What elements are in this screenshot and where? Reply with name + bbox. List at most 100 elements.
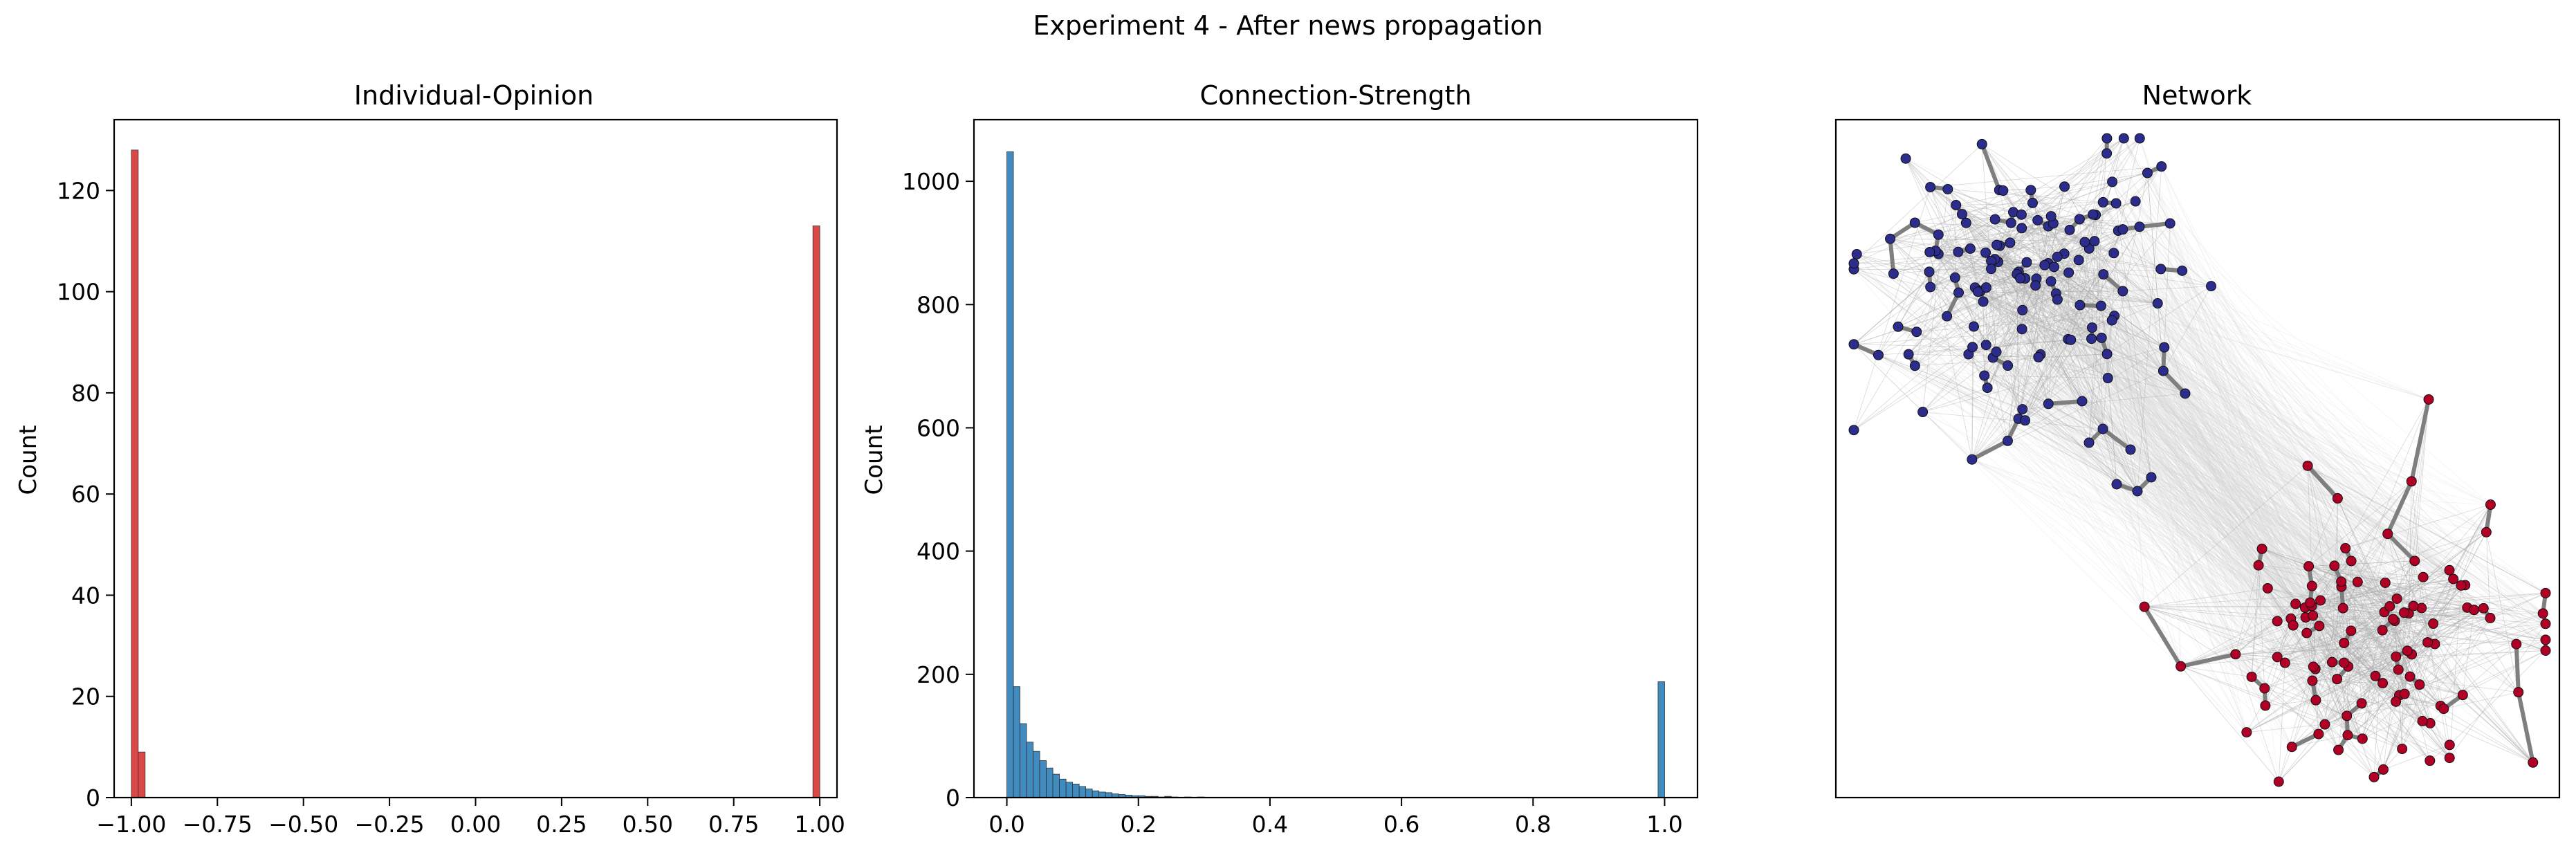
network-thin-edge [1915, 301, 1984, 366]
network-thin-edge [2320, 600, 2385, 613]
network-thin-edge [2383, 684, 2420, 770]
network-thin-edge [2337, 613, 2543, 680]
network-weak-edge [1915, 222, 2491, 618]
network-weak-edge [2078, 259, 2400, 696]
network-thin-edge [2440, 618, 2491, 706]
network-weak-edge [1935, 250, 2395, 621]
network-node-negative [2118, 133, 2129, 144]
network-weak-edge [2182, 270, 2236, 654]
network-node-positive [2356, 698, 2367, 709]
network-thin-edge [2018, 229, 2124, 419]
network-node-positive [2326, 656, 2337, 668]
opinion-xtick-label: −0.25 [355, 811, 425, 838]
network-weak-edge [2124, 138, 2414, 607]
strength-bars [1006, 151, 1665, 798]
network-weak-edge [2122, 229, 2411, 677]
network-weak-edge [1986, 287, 2344, 663]
network-weak-edge [1915, 365, 2408, 652]
network-node-positive [2469, 605, 2480, 616]
network-node-negative [1973, 286, 1984, 297]
network-weak-edge [1992, 357, 2398, 599]
network-thin-edge [2022, 274, 2104, 311]
network-node-positive [2241, 727, 2252, 738]
network-thin-edge [2407, 607, 2468, 652]
network-node-positive [2423, 394, 2434, 405]
network-weak-edge [2095, 214, 2308, 634]
network-weak-edge [2106, 138, 2312, 587]
network-weak-edge [1915, 222, 2462, 586]
network-weak-edge [1971, 459, 2342, 587]
network-weak-edge [2054, 266, 2352, 562]
opinion-xtick-label: −0.50 [268, 811, 338, 838]
network-thin-edge [2306, 617, 2546, 651]
network-node-negative [1924, 246, 1935, 257]
network-thin-edge [2346, 533, 2389, 716]
network-thin-edge [2040, 229, 2124, 355]
opinion-ytick-label: 60 [71, 481, 100, 508]
network-weak-edge [2151, 477, 2292, 619]
network-weak-edge [2056, 293, 2317, 701]
network-thin-edge [2313, 666, 2444, 709]
network-thin-edge [2318, 560, 2416, 735]
network-thin-edge [1905, 158, 2012, 223]
network-weak-edge [2106, 138, 2393, 620]
network-thin-edge [1984, 329, 2023, 376]
network-weak-edge [1908, 353, 2543, 614]
network-weak-edge [1984, 375, 2385, 613]
network-thin-edge [1992, 242, 2011, 358]
network-weak-edge [2079, 304, 2342, 582]
network-weak-edge [1986, 344, 2491, 618]
network-thin-edge [1958, 251, 2041, 355]
network-thin-edge [1853, 226, 2140, 431]
network-thin-edge [2144, 606, 2252, 677]
network-thin-edge [2265, 699, 2316, 706]
network-weak-edge [2113, 252, 2342, 587]
network-weak-edge [1915, 222, 2352, 562]
network-node-positive [2388, 614, 2399, 625]
network-weak-edge [1905, 158, 2145, 607]
network-thin-edge [1897, 252, 1986, 327]
network-weak-edge [2025, 420, 2296, 605]
network-node-positive [2272, 652, 2283, 663]
network-thin-edge [1975, 287, 2092, 328]
network-node-positive [2259, 683, 2270, 694]
network-weak-edge [2007, 365, 2363, 739]
network-weak-edge [2021, 329, 2474, 610]
network-thin-edge [2373, 630, 2383, 778]
network-thin-edge [1991, 263, 2049, 270]
network-weak-edge [2101, 305, 2411, 677]
network-weak-edge [2095, 214, 2348, 667]
network-weak-edge [2069, 230, 2411, 677]
network-weak-edge [1905, 158, 2314, 668]
network-node-positive [2425, 755, 2436, 766]
network-thin-edge [1929, 271, 2158, 304]
network-weak-edge [1975, 287, 2344, 663]
network-strong-edge [2142, 605, 2183, 669]
network-node-negative [2097, 423, 2108, 434]
network-weak-edge [1956, 205, 2337, 679]
network-weak-edge [2116, 484, 2491, 505]
network-node-negative [2074, 214, 2085, 225]
network-weak-edge [2016, 274, 2396, 702]
network-weak-edge [1890, 239, 2317, 701]
network-node-negative [2089, 236, 2100, 247]
network-thin-edge [2018, 229, 2124, 419]
network-weak-edge [2135, 201, 2338, 499]
network-weak-edge [1929, 271, 2181, 667]
network-thin-edge [2123, 138, 2171, 224]
network-thin-edge [2311, 605, 2423, 721]
network-weak-edge [1966, 222, 2429, 400]
network-weak-edge [1968, 353, 2263, 549]
network-node-positive [2377, 678, 2389, 689]
network-thin-edge [1956, 190, 2031, 205]
network-weak-edge [2030, 190, 2423, 721]
network-weak-edge [1991, 261, 2292, 747]
network-weak-edge [1958, 292, 2399, 670]
network-weak-edge [2137, 490, 2335, 567]
network-thin-edge [2144, 466, 2308, 607]
network-weak-edge [1853, 263, 2412, 482]
network-node-negative [1900, 153, 1911, 164]
network-thin-edge [2341, 586, 2398, 599]
network-thin-edge [1929, 271, 2164, 371]
